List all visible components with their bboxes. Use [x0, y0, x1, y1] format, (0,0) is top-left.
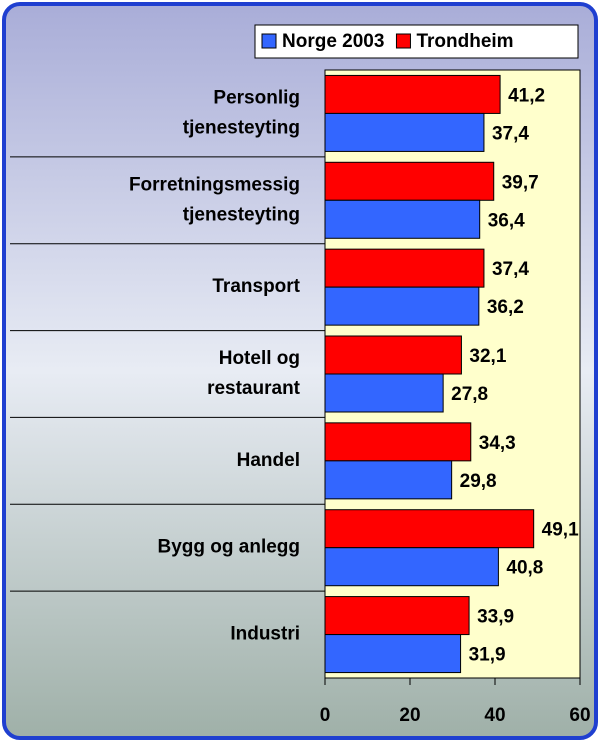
- category-label: Industri: [230, 624, 300, 645]
- bar: [324, 112, 485, 152]
- category-label: Transport: [212, 276, 300, 297]
- legend-label: Trondheim: [416, 31, 513, 52]
- legend-swatch: [261, 33, 277, 49]
- bar: [324, 74, 501, 114]
- legend-box: [254, 24, 579, 59]
- bar: [324, 596, 470, 636]
- value-label: 49,1: [542, 520, 579, 541]
- bar: [324, 422, 472, 462]
- value-label: 39,7: [502, 172, 539, 193]
- value-label: 34,3: [479, 433, 516, 454]
- value-label: 33,9: [477, 607, 514, 628]
- bar: [324, 286, 480, 326]
- legend-label: Norge 2003: [282, 31, 384, 52]
- value-label: 29,8: [460, 471, 497, 492]
- bar: [324, 335, 462, 375]
- bar: [324, 199, 481, 239]
- bar: [324, 161, 495, 201]
- category-label: Personlig tjenesteyting: [183, 87, 300, 138]
- value-label: 27,8: [451, 384, 488, 405]
- value-label: 40,8: [506, 558, 543, 579]
- value-label: 31,9: [469, 645, 506, 666]
- value-label: 37,4: [492, 259, 529, 280]
- value-label: 36,2: [487, 297, 524, 318]
- bar: [324, 547, 499, 587]
- bar: [324, 460, 453, 500]
- x-tick-label: 40: [484, 705, 505, 726]
- x-tick-label: 60: [569, 705, 590, 726]
- value-label: 32,1: [469, 346, 506, 367]
- bar: [324, 373, 444, 413]
- category-label: Forretningsmessig tjenesteyting: [129, 174, 300, 225]
- bar: [324, 634, 462, 674]
- value-label: 36,4: [488, 210, 525, 231]
- x-tick-label: 0: [320, 705, 331, 726]
- bar: [324, 509, 535, 549]
- legend-swatch: [395, 33, 411, 49]
- value-label: 41,2: [508, 85, 545, 106]
- category-label: Hotell og restaurant: [207, 348, 301, 399]
- category-label: Handel: [237, 450, 300, 471]
- value-label: 37,4: [492, 123, 529, 144]
- category-label: Bygg og anlegg: [158, 537, 301, 558]
- x-tick-label: 20: [399, 705, 420, 726]
- bar: [324, 248, 485, 288]
